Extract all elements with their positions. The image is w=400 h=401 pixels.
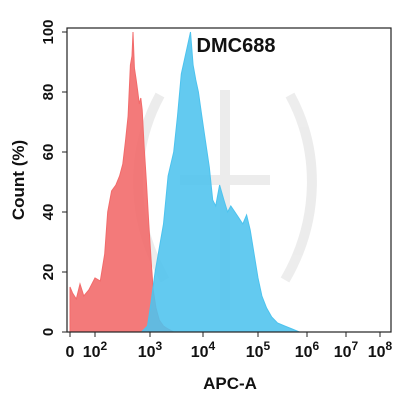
series-area-2 bbox=[140, 31, 300, 333]
series-layer bbox=[69, 31, 300, 333]
y-tick-label: 0 bbox=[40, 328, 57, 336]
x-tick-label: 103 bbox=[138, 339, 163, 361]
x-tick-label: 0 bbox=[66, 344, 75, 361]
x-tick-label: 107 bbox=[334, 339, 359, 361]
y-tick-label: 80 bbox=[40, 84, 57, 101]
y-tick-label: 100 bbox=[40, 19, 57, 44]
x-tick-label: 104 bbox=[191, 339, 216, 361]
y-tick-label: 20 bbox=[40, 264, 57, 281]
x-axis: 0 102 103 104 105 106 107 108 bbox=[66, 332, 393, 361]
x-tick-label: 105 bbox=[246, 339, 271, 361]
plot-frame bbox=[66, 27, 392, 333]
chart-title: DMC688 bbox=[197, 35, 276, 57]
x-axis-label: APC-A bbox=[203, 374, 257, 393]
y-axis: 0 20 40 60 80 100 bbox=[40, 19, 67, 336]
y-tick-label: 40 bbox=[40, 204, 57, 221]
x-tick-label: 106 bbox=[295, 339, 320, 361]
y-tick-label: 60 bbox=[40, 144, 57, 161]
x-tick-label: 102 bbox=[83, 339, 108, 361]
x-tick-label: 108 bbox=[368, 339, 393, 361]
y-axis-label: Count (%) bbox=[9, 140, 28, 220]
